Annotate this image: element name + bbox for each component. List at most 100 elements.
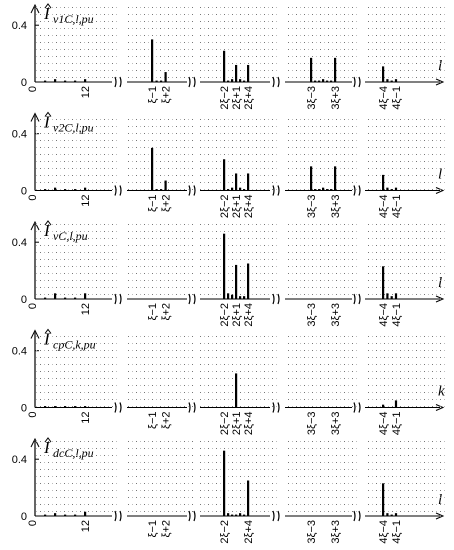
- bar: [382, 266, 385, 299]
- bar: [318, 189, 321, 191]
- bar: [231, 79, 234, 82]
- axis-break: [114, 293, 122, 305]
- x-tick-label: 2ξ−2: [219, 412, 231, 436]
- bar: [310, 166, 313, 191]
- x-tick-label: 2ξ−2: [219, 303, 231, 327]
- bar: [239, 79, 242, 82]
- x-origin-label: 0: [27, 195, 39, 201]
- bar: [318, 80, 321, 82]
- grid-background: [365, 115, 448, 191]
- bar: [227, 189, 230, 191]
- bar: [382, 66, 385, 82]
- bar: [54, 79, 57, 82]
- axis-break: [272, 510, 280, 522]
- bar: [44, 297, 47, 299]
- axis-break: [188, 76, 196, 88]
- bar: [382, 174, 385, 191]
- bar: [44, 514, 47, 516]
- bar: [235, 64, 238, 82]
- axis-break: [272, 76, 280, 88]
- axis-break: [114, 76, 122, 88]
- bar: [54, 293, 57, 299]
- grid-background: [285, 441, 360, 516]
- bar: [239, 513, 242, 516]
- bar: [74, 80, 77, 82]
- bar: [235, 264, 238, 299]
- x-tick-label: 2ξ−2: [219, 520, 231, 544]
- axis-break: [114, 510, 122, 522]
- axis-break: [188, 293, 196, 305]
- x-tick-label: 3ξ+3: [330, 303, 342, 327]
- x-origin-label: 0: [27, 86, 39, 92]
- bar: [334, 166, 337, 191]
- x-tick-label: 4ξ−4: [378, 303, 390, 327]
- x-origin-label: 0: [27, 303, 39, 309]
- y-label-hat: [44, 111, 52, 117]
- bar: [386, 79, 389, 82]
- axis-break: [353, 402, 361, 413]
- bar: [231, 514, 234, 516]
- x-tick-label: 2ξ+1: [231, 303, 243, 327]
- bar: [247, 64, 250, 82]
- bar: [227, 293, 230, 299]
- bar: [382, 404, 385, 408]
- y-tick-label: 0: [21, 511, 27, 523]
- bar: [390, 80, 393, 82]
- bar: [239, 187, 242, 191]
- bar: [223, 50, 226, 82]
- x-origin-label: 0: [27, 520, 39, 526]
- grid-background: [365, 332, 448, 408]
- x-tick-label: ξ−1: [147, 412, 159, 429]
- bar: [322, 79, 325, 82]
- x-tick-label: ξ−1: [147, 303, 159, 320]
- x-tick-label: 4ξ−4: [378, 195, 390, 219]
- bar: [223, 450, 226, 516]
- grid-background: [127, 441, 195, 516]
- bar: [243, 80, 246, 82]
- bar: [247, 480, 250, 516]
- x-tick-label: 3ξ−3: [306, 86, 318, 110]
- grid-background: [365, 7, 448, 82]
- bar: [74, 189, 77, 191]
- bar: [326, 189, 329, 191]
- x-tick-label: ξ+2: [161, 412, 173, 429]
- bar: [243, 189, 246, 191]
- x-tick-label: 12: [80, 412, 92, 424]
- x-tick-label: 12: [80, 303, 92, 315]
- x-tick-label: 3ξ−3: [306, 195, 318, 219]
- grid-background: [285, 332, 360, 408]
- bar: [382, 483, 385, 516]
- x-tick-label: 3ξ+3: [330, 412, 342, 436]
- bar: [155, 189, 158, 191]
- bar: [64, 189, 67, 191]
- grid-background: [365, 224, 448, 299]
- bar: [247, 173, 250, 191]
- bar: [155, 80, 158, 82]
- bar: [386, 513, 389, 516]
- axis-break: [272, 293, 280, 305]
- x-tick-label: 3ξ+3: [330, 520, 342, 544]
- grid-background: [200, 7, 278, 82]
- x-tick-label: 2ξ+1: [231, 195, 243, 219]
- axis-break: [114, 185, 122, 196]
- grid-background: [127, 7, 195, 82]
- x-tick-label: 4ξ−1: [391, 195, 403, 219]
- x-tick-label: 3ξ−3: [306, 412, 318, 436]
- bar: [164, 72, 167, 82]
- bar: [394, 400, 398, 408]
- bar: [390, 189, 393, 191]
- x-tick-label: 4ξ−1: [391, 303, 403, 327]
- x-tick-label: 2ξ+4: [243, 412, 255, 436]
- x-tick-label: 2ξ+4: [243, 303, 255, 327]
- bar: [231, 187, 234, 191]
- bar: [314, 80, 317, 82]
- bar: [247, 263, 250, 299]
- bar: [151, 147, 154, 191]
- bar: [239, 296, 242, 299]
- axis-break: [353, 510, 361, 522]
- bar: [227, 513, 230, 516]
- axis-break: [114, 402, 122, 413]
- x-tick-label: 4ξ−1: [391, 520, 403, 544]
- bar: [243, 514, 246, 516]
- x-tick-label: 3ξ+3: [330, 86, 342, 110]
